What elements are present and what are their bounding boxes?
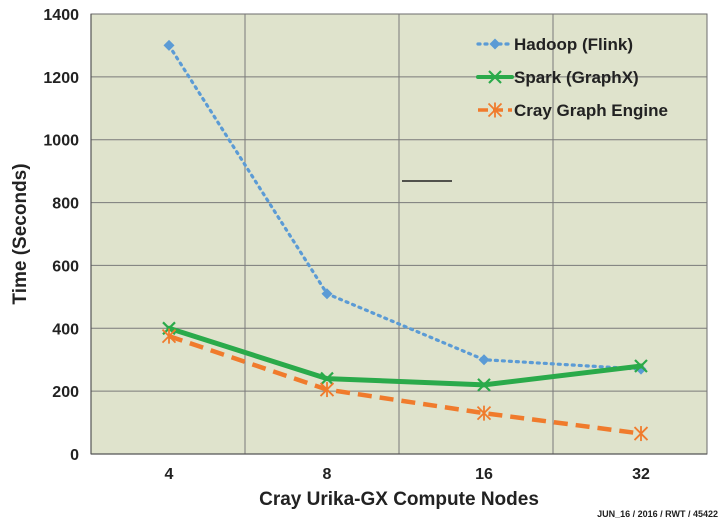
data-point-hadoop-flink bbox=[321, 288, 333, 300]
series-line-hadoop-flink bbox=[167, 43, 643, 371]
legend: Hadoop (Flink) Spark (GraphX) Cray Graph E… bbox=[476, 35, 668, 120]
x-axis-tick-labels: 4 8 16 32 bbox=[165, 466, 650, 483]
y-tick-label: 400 bbox=[52, 321, 79, 338]
data-point-spark-graphx bbox=[634, 359, 648, 373]
y-axis-tick-labels: 0 200 400 600 800 1000 1200 1400 bbox=[43, 7, 79, 464]
legend-marker bbox=[489, 38, 501, 50]
legend-item-spark-graphx: Spark (GraphX) bbox=[476, 68, 639, 87]
y-axis-label: Time (Seconds) bbox=[10, 163, 31, 304]
legend-item-hadoop-flink: Hadoop (Flink) bbox=[476, 35, 633, 54]
x-axis-label: Cray Urika-GX Compute Nodes bbox=[259, 489, 539, 510]
y-tick-label: 1400 bbox=[43, 7, 79, 24]
series-group bbox=[161, 39, 649, 442]
data-point-cray-graph-engine bbox=[476, 405, 492, 421]
data-point-hadoop-flink bbox=[163, 39, 175, 51]
x-tick-label: 8 bbox=[323, 466, 332, 483]
data-point-spark-graphx-stroke bbox=[634, 359, 648, 373]
y-tick-label: 200 bbox=[52, 384, 79, 401]
data-point-spark-graphx bbox=[320, 371, 334, 386]
legend-label: Spark (GraphX) bbox=[514, 68, 639, 87]
data-point-cray-graph-engine bbox=[319, 382, 335, 398]
legend-label: Hadoop (Flink) bbox=[514, 35, 633, 54]
data-point-spark-graphx-stroke bbox=[477, 378, 491, 392]
data-point-spark-graphx bbox=[477, 378, 491, 392]
data-point-cray-graph-engine bbox=[161, 328, 177, 344]
legend-label: Cray Graph Engine bbox=[514, 101, 668, 120]
y-tick-label: 600 bbox=[52, 258, 79, 275]
y-tick-label: 0 bbox=[70, 447, 79, 464]
data-point-spark-graphx-stroke bbox=[320, 371, 334, 386]
footnote: JUN_16 / 2016 / RWT / 45422 bbox=[597, 509, 718, 519]
x-tick-label: 4 bbox=[165, 466, 174, 483]
legend-marker-stroke bbox=[488, 70, 502, 84]
legend-marker bbox=[488, 70, 502, 84]
y-tick-label: 1000 bbox=[43, 133, 79, 150]
x-tick-label: 16 bbox=[475, 466, 493, 483]
legend-marker bbox=[487, 102, 503, 118]
series-line-spark-graphx bbox=[166, 325, 644, 388]
data-point-cray-graph-engine bbox=[633, 426, 649, 442]
data-point-hadoop-flink bbox=[478, 354, 490, 366]
y-tick-label: 800 bbox=[52, 196, 79, 213]
grid-lines bbox=[90, 14, 707, 455]
x-tick-label: 32 bbox=[632, 466, 650, 483]
y-tick-label: 1200 bbox=[43, 70, 79, 87]
series-line-cray-graph-engine bbox=[168, 334, 642, 436]
legend-item-cray-graph-engine: Cray Graph Engine bbox=[478, 101, 668, 120]
series-cray-graph-engine bbox=[161, 328, 649, 442]
